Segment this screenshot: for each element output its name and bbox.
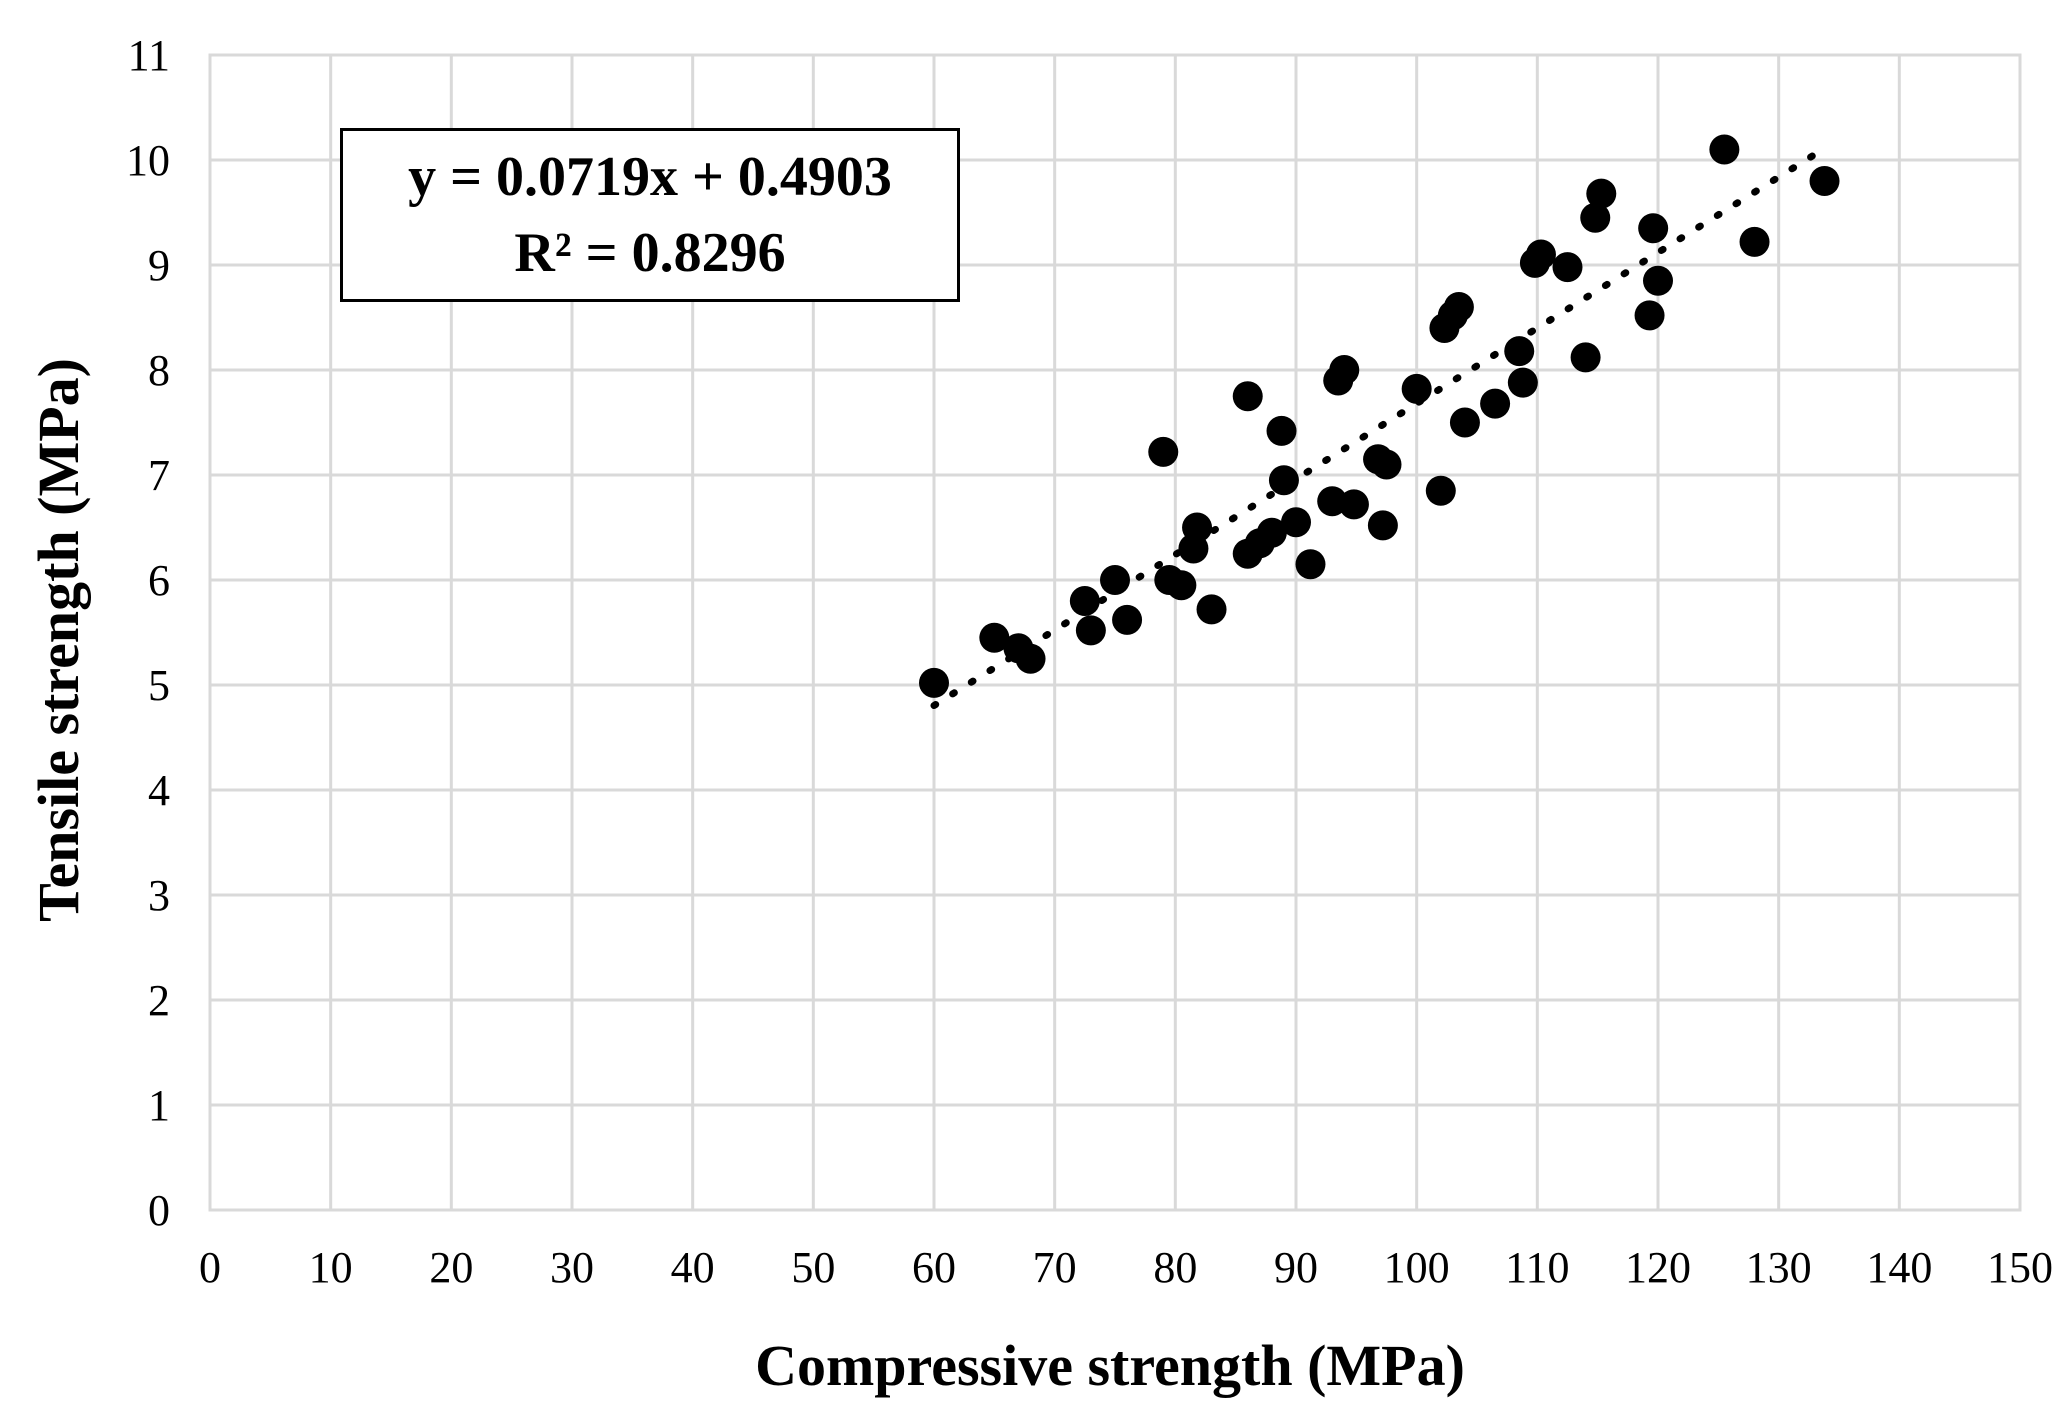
data-point bbox=[1148, 436, 1179, 467]
data-points bbox=[919, 134, 1840, 698]
x-axis-title: Compressive strength (MPa) bbox=[755, 1333, 1465, 1398]
data-point bbox=[1586, 178, 1617, 209]
data-point bbox=[979, 622, 1010, 653]
y-tick-labels: 0 1 2 3 4 5 6 7 8 9 10 11 bbox=[126, 31, 170, 1235]
x-tick-label: 110 bbox=[1505, 1243, 1569, 1292]
data-point bbox=[1338, 489, 1369, 520]
data-point bbox=[1182, 512, 1213, 543]
r-squared: R² = 0.8296 bbox=[514, 222, 786, 284]
data-point bbox=[1166, 570, 1197, 601]
x-tick-label: 10 bbox=[309, 1243, 353, 1292]
data-point bbox=[1196, 594, 1227, 625]
data-point bbox=[1638, 213, 1669, 244]
y-tick-label: 8 bbox=[148, 346, 170, 395]
data-point bbox=[1329, 355, 1360, 385]
data-point bbox=[1401, 373, 1432, 404]
data-point bbox=[1069, 586, 1100, 616]
regression-equation: y = 0.0719x + 0.4903 bbox=[408, 146, 892, 208]
y-axis-title: Tensile strength (MPa) bbox=[26, 358, 91, 922]
y-tick-label: 10 bbox=[126, 136, 170, 185]
y-tick-label: 9 bbox=[148, 241, 170, 290]
x-tick-label: 130 bbox=[1746, 1243, 1812, 1292]
x-tick-label: 70 bbox=[1033, 1243, 1077, 1292]
y-tick-label: 7 bbox=[148, 451, 170, 500]
data-point bbox=[1809, 166, 1840, 196]
y-tick-label: 1 bbox=[148, 1081, 170, 1130]
data-point bbox=[1268, 465, 1299, 496]
data-point bbox=[1075, 615, 1106, 646]
data-point bbox=[1449, 407, 1480, 438]
y-tick-label: 6 bbox=[148, 556, 170, 605]
x-tick-label: 120 bbox=[1625, 1243, 1691, 1292]
data-point bbox=[1266, 415, 1297, 446]
data-point bbox=[919, 667, 949, 698]
y-tick-label: 4 bbox=[148, 766, 170, 815]
x-tick-label: 90 bbox=[1274, 1243, 1318, 1292]
y-tick-label: 3 bbox=[148, 871, 170, 920]
data-point bbox=[1709, 134, 1740, 165]
data-point bbox=[1480, 388, 1511, 419]
data-point bbox=[1371, 449, 1402, 480]
data-point bbox=[1425, 475, 1456, 506]
x-tick-label: 100 bbox=[1384, 1243, 1450, 1292]
trendline bbox=[930, 150, 1819, 710]
data-point bbox=[1256, 517, 1287, 548]
data-point bbox=[1504, 336, 1535, 367]
x-tick-label: 140 bbox=[1866, 1243, 1932, 1292]
data-point bbox=[1232, 381, 1263, 412]
x-tick-label: 20 bbox=[429, 1243, 473, 1292]
x-tick-label: 0 bbox=[199, 1243, 221, 1292]
y-tick-label: 0 bbox=[148, 1186, 170, 1235]
data-point bbox=[1634, 300, 1665, 331]
y-tick-label: 5 bbox=[148, 661, 170, 710]
data-point bbox=[1643, 265, 1673, 296]
data-point bbox=[1570, 342, 1601, 373]
data-point bbox=[1295, 549, 1326, 580]
data-point bbox=[1281, 507, 1311, 538]
data-point bbox=[1015, 643, 1046, 674]
data-point bbox=[1525, 239, 1556, 270]
regression-equation-box: y = 0.0719x + 0.4903 R² = 0.8296 bbox=[340, 128, 960, 302]
trendline-path bbox=[930, 150, 1819, 710]
x-tick-labels: 0 10 20 30 40 50 60 70 80 90 100 110 120 130 140 150 bbox=[199, 1243, 2053, 1292]
x-tick-label: 30 bbox=[550, 1243, 594, 1292]
data-point bbox=[1443, 292, 1474, 322]
data-point bbox=[1367, 510, 1398, 541]
plot-border bbox=[208, 53, 2022, 1212]
y-tick-label: 2 bbox=[148, 976, 170, 1025]
y-tick-label: 11 bbox=[128, 31, 170, 80]
data-point bbox=[1112, 604, 1143, 635]
x-tick-label: 150 bbox=[1987, 1243, 2053, 1292]
x-tick-label: 80 bbox=[1153, 1243, 1197, 1292]
data-point bbox=[1739, 226, 1770, 257]
data-point bbox=[1507, 367, 1538, 398]
x-tick-label: 40 bbox=[671, 1243, 715, 1292]
x-tick-label: 60 bbox=[912, 1243, 956, 1292]
data-point bbox=[1580, 202, 1611, 233]
x-tick-label: 50 bbox=[791, 1243, 835, 1292]
data-point bbox=[1100, 565, 1130, 595]
data-point bbox=[1552, 252, 1583, 283]
